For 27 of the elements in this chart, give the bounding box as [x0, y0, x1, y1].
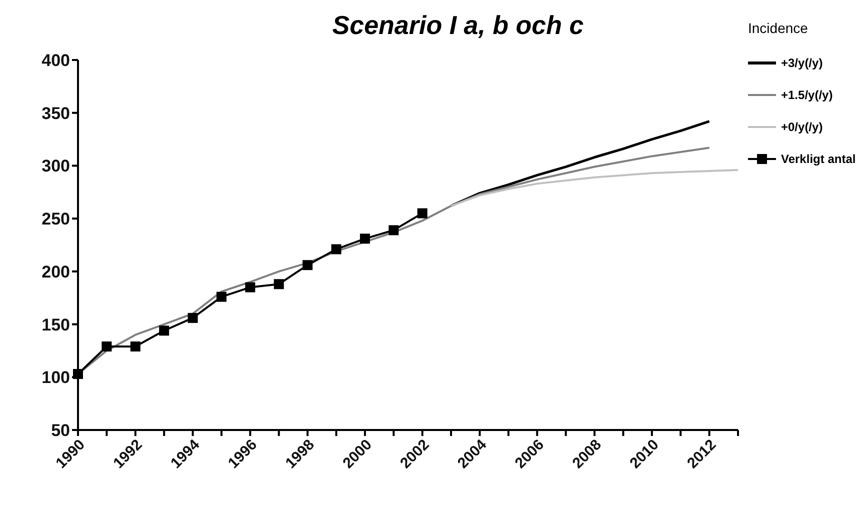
y-tick-label: 200 — [42, 262, 70, 282]
point — [216, 292, 226, 302]
y-tick-label: 50 — [51, 421, 70, 440]
y-tick-label: 400 — [42, 51, 70, 70]
point — [302, 260, 313, 270]
point — [188, 312, 198, 323]
point — [274, 279, 284, 290]
point — [130, 341, 140, 352]
point — [388, 225, 399, 236]
legend-label: +3/y(/y) — [781, 56, 823, 70]
y-tick-label: 300 — [42, 156, 70, 176]
line-series — [450, 168, 739, 207]
y-tick-label: 350 — [42, 104, 70, 123]
y-tick-label: 250 — [42, 210, 70, 229]
point — [360, 234, 370, 244]
y-tick-label: 100 — [42, 368, 70, 388]
point — [245, 282, 256, 292]
y-tick-label: 150 — [42, 315, 70, 334]
legend-label: +1.5/y(/y) — [781, 88, 833, 102]
point — [102, 341, 112, 352]
point — [417, 208, 428, 218]
chart-title: Scenario I a, b och c — [332, 10, 584, 40]
point — [159, 326, 170, 336]
legend-label: Verkligt antal — [781, 152, 856, 166]
legend-label: +0/y(/y) — [781, 120, 823, 134]
legend-title: Incidence — [748, 20, 809, 36]
point — [331, 244, 342, 254]
